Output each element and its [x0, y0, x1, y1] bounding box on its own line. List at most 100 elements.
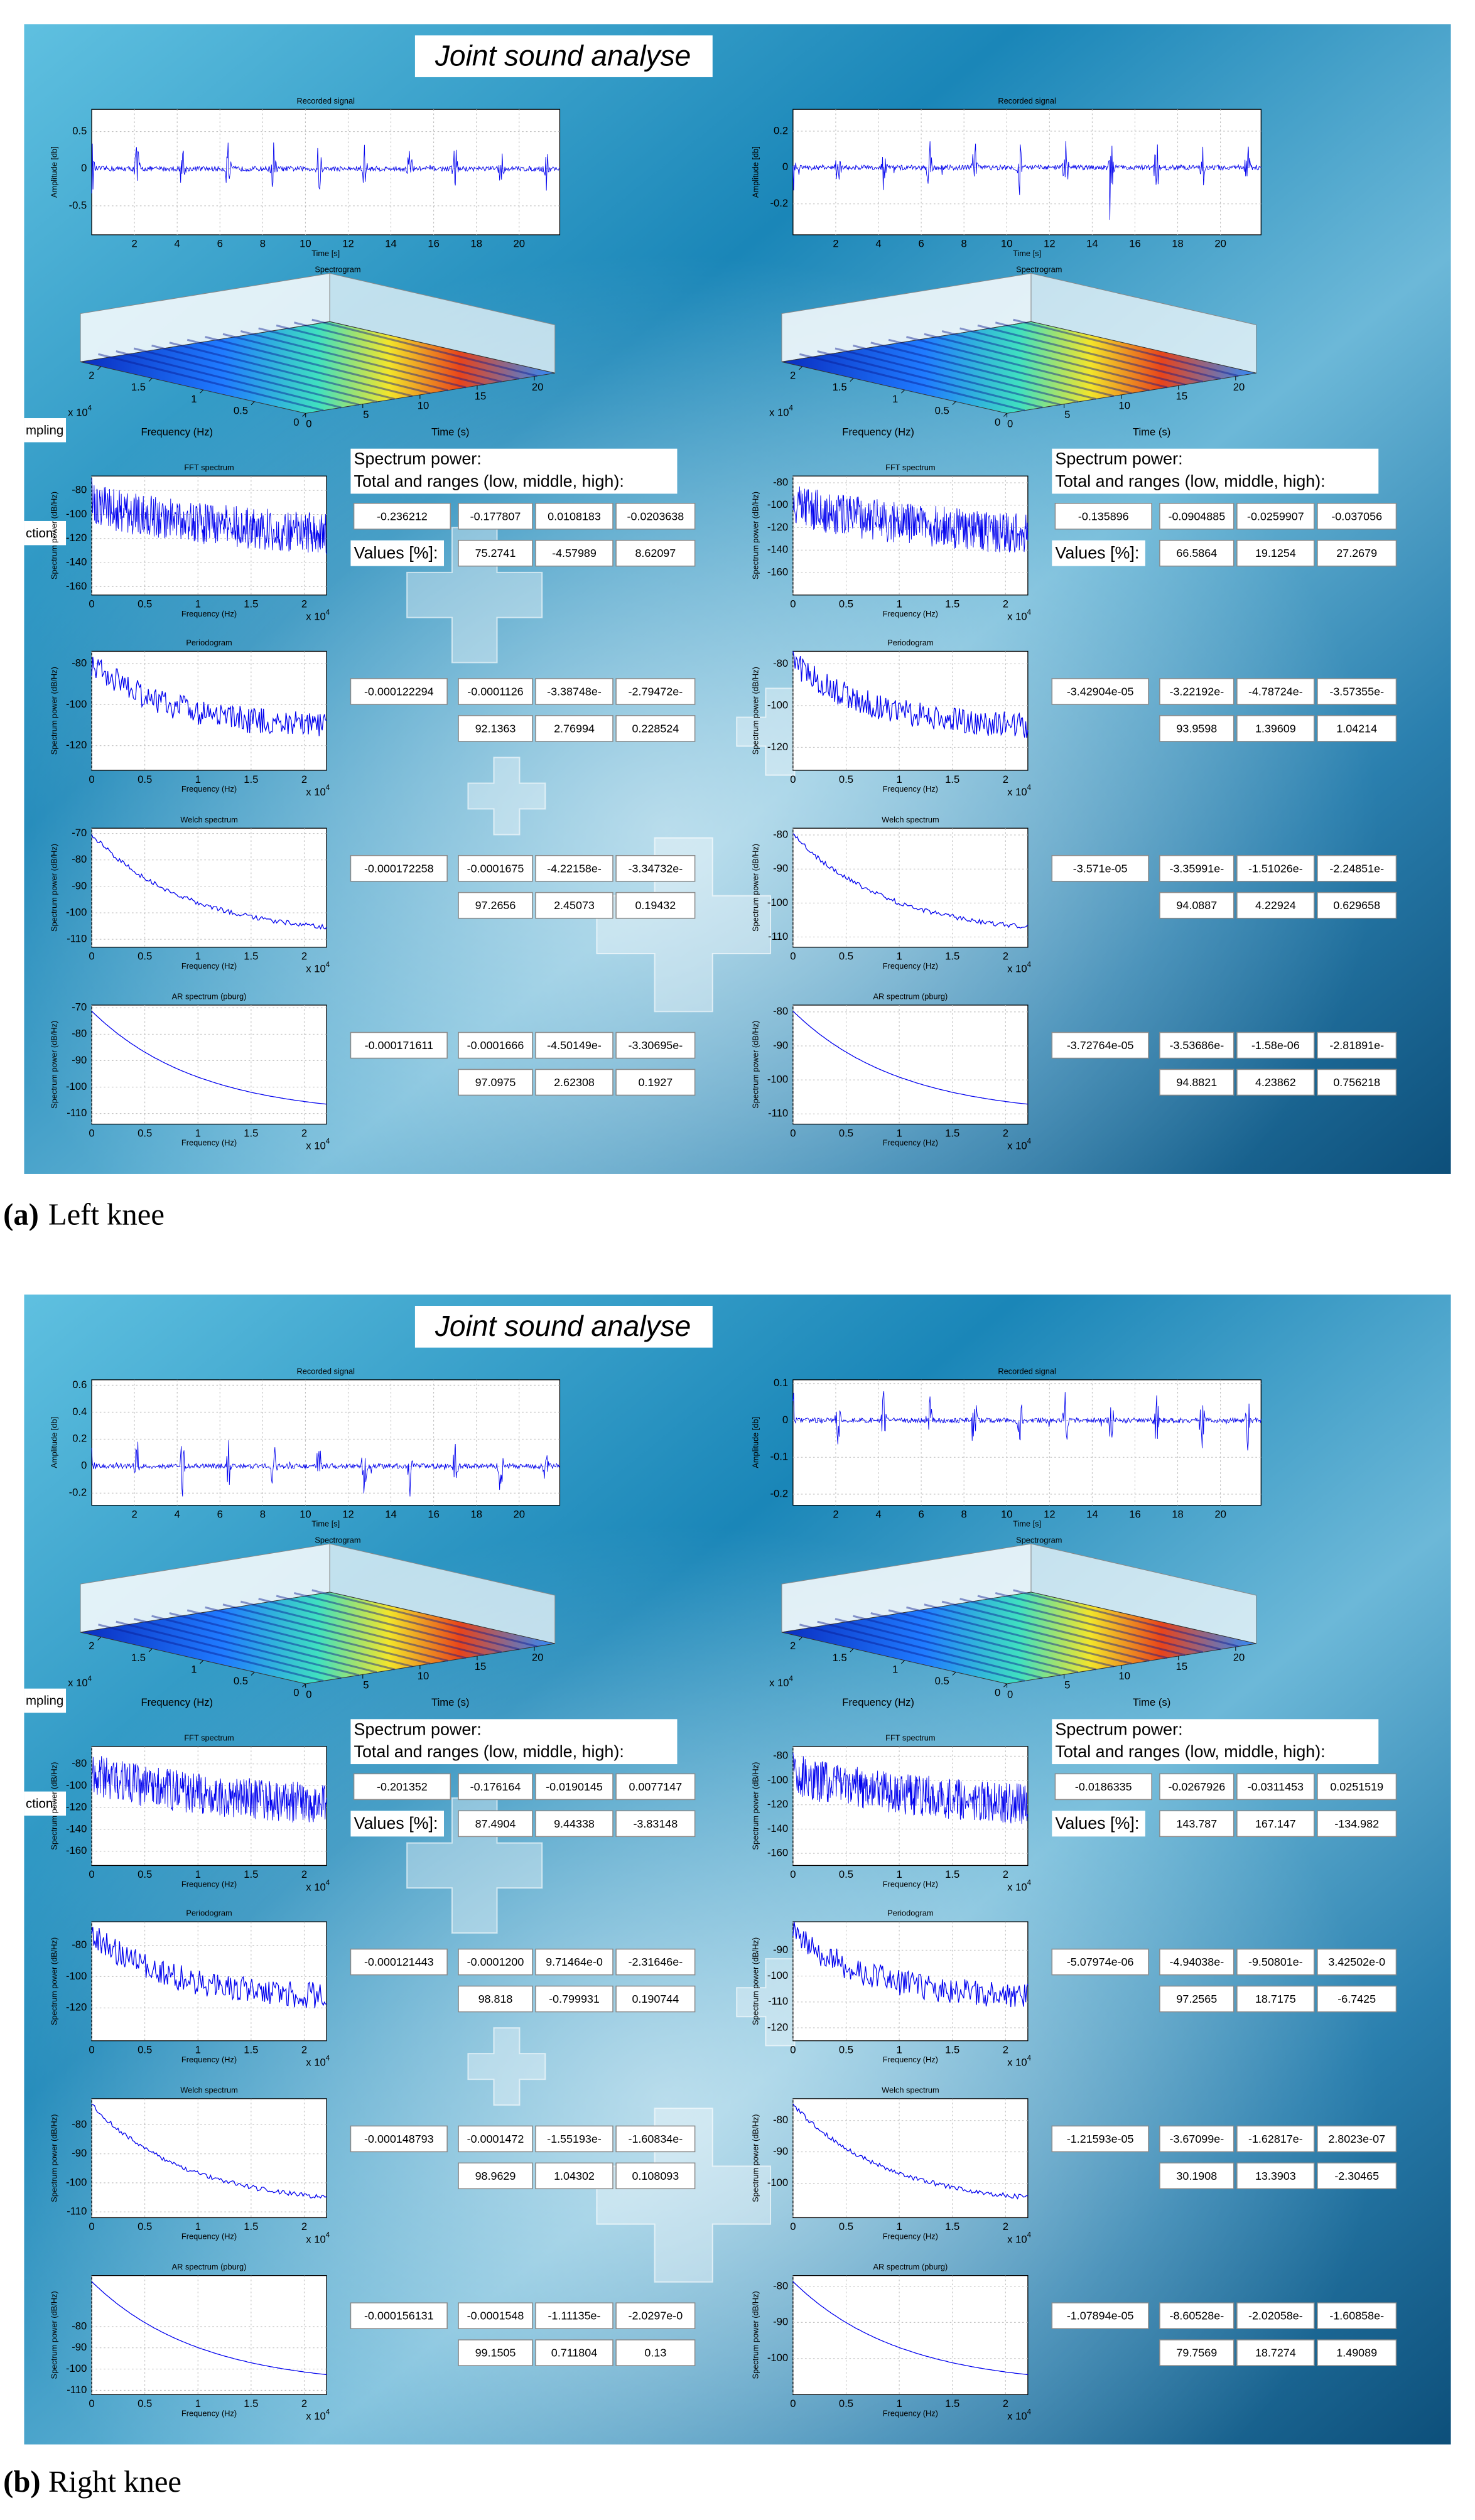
x-tick-label: 2 — [833, 1508, 838, 1520]
value-text: -0.0001126 — [467, 685, 523, 697]
value-text: -3.57355e- — [1329, 685, 1384, 697]
x-tick-label: 0.5 — [138, 2221, 152, 2232]
plot-title: FFT spectrum — [885, 463, 935, 472]
y-tick-label: -100 — [66, 1080, 87, 1092]
x-tick-label: 18 — [470, 1508, 482, 1520]
value-text: -0.135896 — [1078, 510, 1129, 522]
y-tick-label: -110 — [67, 2384, 87, 2396]
value-text: 98.818 — [478, 1993, 513, 2005]
plot-title: Spectrogram — [1016, 265, 1062, 274]
x-tick-label: 1.5 — [945, 950, 959, 962]
x-tick-label: 10 — [300, 238, 311, 250]
freq-tick-label: 1.5 — [833, 1652, 847, 1664]
multiplier-exponent: 4 — [326, 2408, 330, 2416]
x-tick-label: 1 — [195, 2398, 201, 2410]
value-text: -1.07894e-05 — [1067, 2310, 1134, 2322]
value-text: -0.0190145 — [546, 1780, 603, 1793]
x-tick-label: 16 — [428, 1508, 440, 1520]
side-label: ction: — [26, 526, 57, 541]
plot-title: AR spectrum (pburg) — [172, 2262, 247, 2271]
y-tick-label: 0.1 — [774, 1377, 788, 1389]
caption-label: (b) — [3, 2465, 40, 2499]
time-tick-label: 15 — [1176, 1661, 1188, 1672]
x-axis-label: Frequency (Hz) — [883, 1880, 938, 1889]
value-text: 66.5864 — [1176, 547, 1217, 559]
freq-axis-label: Frequency (Hz) — [842, 1696, 914, 1708]
x-tick-label: 6 — [918, 1508, 924, 1520]
caption: Left knee — [48, 1197, 165, 1231]
spectrogram-stripe — [133, 1618, 360, 1676]
value-text: -8.60528e- — [1169, 2310, 1224, 2322]
freq-axis-label: Frequency (Hz) — [141, 1696, 213, 1708]
value-box — [1236, 2339, 1315, 2366]
subheader: Total and ranges (low, middle, high): — [354, 472, 624, 491]
value-text: -134.982 — [1334, 1817, 1379, 1830]
value-text: 18.7274 — [1255, 2347, 1296, 2359]
x-tick-label: 0 — [790, 1127, 796, 1139]
value-box — [458, 1069, 533, 1096]
value-box — [615, 1773, 696, 1801]
x-tick-label: 16 — [1129, 238, 1141, 250]
spectrogram-stripe — [151, 1615, 377, 1674]
multiplier-exponent: 4 — [1027, 2408, 1032, 2416]
header-box — [1052, 448, 1379, 494]
x-tick-label: 0 — [89, 2043, 94, 2055]
time-axis-label: Time (s) — [431, 1696, 469, 1708]
tick-mark — [97, 1637, 102, 1640]
x-axis-label: Frequency (Hz) — [883, 2055, 938, 2064]
y-tick-label: -80 — [773, 1005, 788, 1017]
value-box — [1159, 1948, 1235, 1976]
y-tick-label: -140 — [66, 556, 87, 568]
plot-area — [792, 2275, 1029, 2395]
tick-mark — [1003, 1683, 1007, 1688]
value-box — [535, 1810, 613, 1838]
value-text: 98.9629 — [475, 2170, 516, 2182]
x-tick-label: 8 — [961, 238, 967, 250]
y-axis-label: Spectrum power (dB/Hz) — [49, 1762, 58, 1850]
x-tick-label: 1 — [896, 2221, 902, 2232]
spectrogram-stripe — [995, 1591, 1221, 1650]
value-box — [535, 854, 613, 882]
header: Spectrum power: — [1055, 450, 1182, 468]
time-tick-label: 20 — [532, 1652, 544, 1664]
tick-mark — [850, 378, 854, 382]
plot-title: Spectrogram — [315, 1535, 360, 1544]
value-text: -0.0001548 — [467, 2310, 524, 2322]
x-tick-label: 0.5 — [839, 598, 853, 610]
value-text: 0.0108183 — [548, 510, 601, 522]
side-label-box — [24, 520, 67, 546]
value-text: 19.1254 — [1255, 547, 1296, 559]
value-text: 18.7175 — [1255, 1993, 1296, 2005]
spectrogram-stripe — [258, 1598, 484, 1656]
decoration — [467, 757, 546, 836]
multiplier-base: x 10 — [769, 1677, 789, 1689]
value-text: 0.756218 — [1333, 1076, 1380, 1089]
value-box — [535, 2125, 613, 2153]
value-box — [458, 1985, 533, 2013]
plot-title: Recorded signal — [296, 1366, 354, 1376]
value-text: -4.78724e- — [1248, 685, 1303, 697]
multiplier-exponent: 4 — [326, 784, 330, 792]
axis-multiplier: x 104 — [1007, 2055, 1031, 2069]
spectrogram-stripe — [240, 330, 467, 389]
freq-tick-label: 1.5 — [833, 381, 847, 393]
x-tick-label: 1.5 — [945, 2043, 959, 2055]
x-tick-label: 2 — [1003, 1868, 1008, 1880]
waveform — [91, 2104, 327, 2199]
y-tick-label: -80 — [773, 828, 788, 840]
value-text: -2.02058e- — [1248, 2310, 1303, 2322]
waveform — [91, 834, 327, 930]
value-text: -0.0203638 — [627, 510, 684, 522]
y-axis-label: Spectrum power (dB/Hz) — [750, 844, 760, 932]
subheader: Total and ranges (low, middle, high): — [354, 1742, 624, 1761]
plot-area — [91, 650, 327, 771]
value-box — [458, 1948, 533, 1976]
y-tick-label: -160 — [66, 1844, 87, 1856]
multiplier-base: x 10 — [1007, 963, 1027, 975]
axis-multiplier: x 104 — [306, 784, 330, 798]
plot-title: AR spectrum (pburg) — [172, 992, 247, 1001]
y-tick-label: -120 — [767, 1798, 788, 1810]
value-text: -4.22158e- — [547, 862, 602, 875]
plot-area — [792, 650, 1029, 771]
plot-area — [792, 109, 1262, 235]
